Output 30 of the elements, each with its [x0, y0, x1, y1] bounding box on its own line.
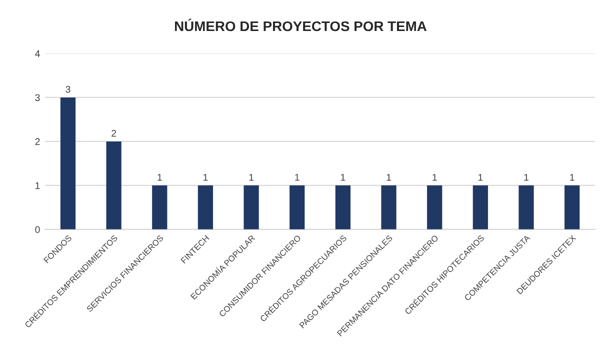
data-label: 1	[386, 174, 391, 181]
data-label: 1	[295, 174, 300, 181]
bar	[381, 185, 396, 230]
data-label: 2	[112, 130, 116, 137]
y-tick-label: 0	[35, 226, 40, 234]
data-label: 1	[204, 174, 208, 181]
bar	[335, 185, 351, 230]
bar	[198, 185, 214, 230]
y-tick-label: 4	[35, 50, 40, 57]
bar	[106, 141, 122, 230]
y-tick-label: 2	[35, 138, 40, 145]
bar	[564, 185, 580, 230]
bar	[244, 185, 259, 230]
bar	[427, 185, 442, 230]
data-label: 1	[249, 174, 254, 181]
bar	[518, 185, 534, 230]
bar	[60, 97, 76, 230]
data-label: 1	[340, 174, 346, 181]
bar	[472, 185, 488, 230]
data-label: 1	[158, 174, 162, 181]
data-label: 1	[570, 174, 574, 181]
bar	[152, 185, 168, 230]
data-label: 1	[432, 174, 437, 181]
data-label: 1	[478, 174, 483, 181]
y-tick-label: 3	[35, 94, 40, 102]
data-label: 1	[524, 174, 528, 181]
bar	[290, 185, 305, 230]
data-label: 3	[66, 86, 70, 93]
chart-title: NÚMERO DE PROYECTOS POR TEMA	[174, 18, 427, 32]
y-tick-label: 1	[36, 182, 40, 189]
